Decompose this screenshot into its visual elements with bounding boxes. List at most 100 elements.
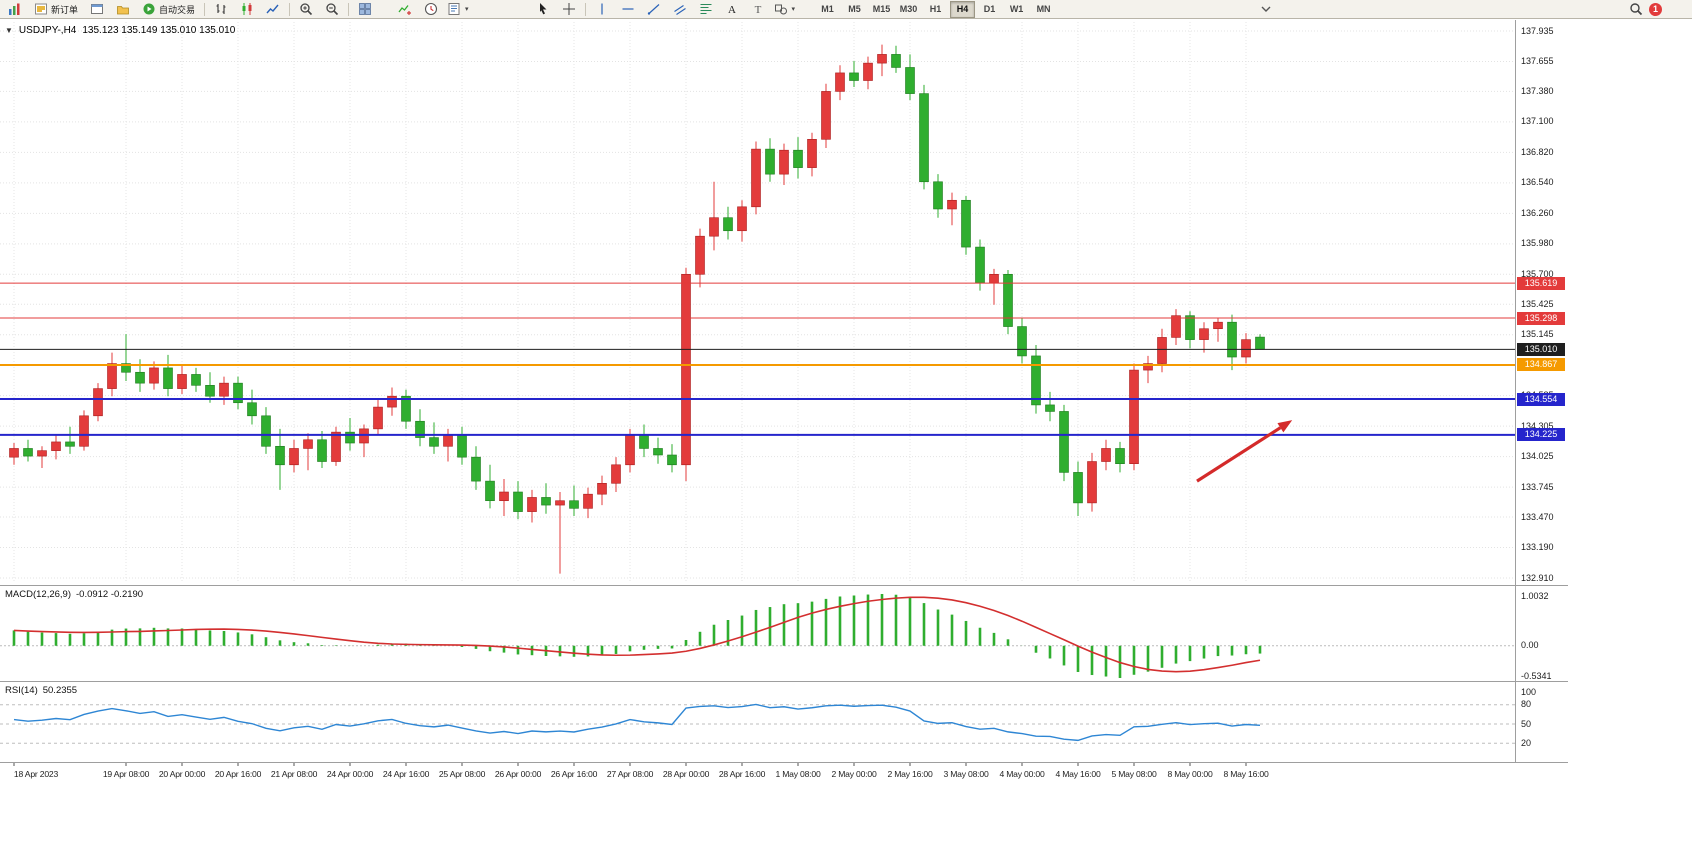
candle <box>219 376 229 405</box>
candle <box>401 389 411 429</box>
search-icon <box>1629 2 1643 16</box>
zoom-out-button[interactable] <box>319 0 345 19</box>
new-order-button-label: 新订单 <box>51 4 79 15</box>
candle <box>1129 363 1139 471</box>
candle <box>163 354 173 397</box>
window-icon <box>90 2 104 16</box>
zoom-out-icon <box>325 2 339 16</box>
candle <box>499 478 509 516</box>
macd-signal-line <box>13 596 1261 673</box>
candle <box>1241 333 1251 364</box>
rsi-layer <box>0 703 1515 744</box>
timeframe-h1-button[interactable]: H1 <box>929 4 942 14</box>
templates-button[interactable]: ▾ <box>444 0 472 19</box>
periods-button[interactable] <box>418 0 444 19</box>
candle <box>989 268 999 305</box>
notification-badge[interactable]: 1 <box>1649 2 1662 16</box>
candle <box>65 426 75 454</box>
auto-trading-button[interactable]: 自动交易 <box>136 0 201 19</box>
channel-icon <box>673 2 687 16</box>
timeframe-w1-button[interactable]: W1 <box>1009 4 1024 14</box>
candle <box>527 489 537 523</box>
hline-icon <box>621 2 635 16</box>
candle <box>555 492 565 574</box>
profiles-button[interactable] <box>110 0 136 19</box>
trendline-button[interactable] <box>641 0 667 19</box>
horizontal-line-button[interactable] <box>615 0 641 19</box>
candle <box>247 389 257 425</box>
toolbar-separator <box>204 2 206 16</box>
candle <box>751 141 761 215</box>
timeframe-m30-button[interactable]: M30 <box>899 4 918 14</box>
candle <box>1045 391 1055 422</box>
cursor-button[interactable] <box>530 0 556 19</box>
candle <box>303 433 313 471</box>
candle <box>387 387 397 416</box>
tile-windows-button[interactable] <box>352 0 378 19</box>
timeframe-d1-button[interactable]: D1 <box>983 4 996 14</box>
timeframe-m5-button[interactable]: M5 <box>848 4 861 14</box>
candle <box>947 192 957 226</box>
candle <box>597 475 607 506</box>
macd-values: -0.0912 -0.2190 <box>76 589 144 600</box>
new-order-button[interactable]: 新订单 <box>28 0 84 19</box>
fibonacci-button[interactable] <box>693 0 719 19</box>
indicators-button[interactable] <box>392 0 418 19</box>
trend-arrow-annotation[interactable] <box>1196 420 1293 483</box>
timeframe-mn-button[interactable]: MN <box>1036 4 1051 14</box>
candle <box>51 435 61 460</box>
shapes-button[interactable]: ▾ <box>771 0 799 19</box>
macd-indicator-label: MACD(12,26,9) -0.0912 -0.2190 <box>5 589 143 600</box>
line-chart-button[interactable] <box>260 0 286 19</box>
charts-window-button[interactable] <box>84 0 110 19</box>
toolbar-separator <box>348 2 350 16</box>
template-icon <box>447 2 461 16</box>
candle <box>541 483 551 514</box>
candle <box>177 365 187 395</box>
chart-title: ▼ USDJPY-,H4 135.123 135.149 135.010 135… <box>5 25 235 36</box>
candle <box>1199 322 1209 353</box>
timeframe-h4-button[interactable]: H4 <box>950 0 976 18</box>
candlestick-chart-button[interactable] <box>234 0 260 19</box>
text-button[interactable]: A <box>719 0 745 19</box>
timeframe-m15-button[interactable]: M15 <box>872 4 891 14</box>
candle <box>1073 461 1083 516</box>
candle <box>191 367 201 392</box>
label-button[interactable]: T <box>745 0 771 19</box>
candle <box>289 439 299 473</box>
new-chart-button[interactable] <box>2 0 28 19</box>
macd-name: MACD(12,26,9) <box>5 589 71 600</box>
candle <box>317 431 327 469</box>
candle <box>793 137 803 179</box>
toolbar-overflow-button[interactable] <box>1253 0 1279 19</box>
candle <box>723 206 733 240</box>
rsi-value: 50.2355 <box>42 685 78 696</box>
candle <box>919 84 929 190</box>
candle <box>457 426 467 465</box>
candle <box>1087 452 1097 512</box>
candle <box>1017 317 1027 364</box>
candle <box>821 83 831 149</box>
channel-button[interactable] <box>667 0 693 19</box>
vertical-line-button[interactable] <box>589 0 615 19</box>
bar-chart-button[interactable] <box>208 0 234 19</box>
candle <box>849 60 859 88</box>
candle <box>23 439 33 462</box>
candle <box>275 428 285 490</box>
main-toolbar: 新订单 自动交易 ▾ A T ▾ M1 M5 M15 M30 H1 H4 D1 W1 MN 1 <box>0 0 1692 19</box>
bar-chart-icon <box>214 2 228 16</box>
candle <box>905 54 915 101</box>
candle <box>1101 439 1111 471</box>
search-button[interactable] <box>1623 0 1649 19</box>
grid-layer <box>0 22 1515 583</box>
profiles-icon <box>116 2 130 16</box>
clock-icon <box>424 2 438 16</box>
timeframe-m1-button[interactable]: M1 <box>821 4 834 14</box>
candle <box>1059 404 1069 482</box>
candle <box>429 422 439 454</box>
crosshair-button[interactable] <box>556 0 582 19</box>
chart-ohlc: 135.123 135.149 135.010 135.010 <box>82 25 236 36</box>
zoom-in-button[interactable] <box>293 0 319 19</box>
chart-menu-arrow-icon[interactable]: ▼ <box>5 26 13 35</box>
